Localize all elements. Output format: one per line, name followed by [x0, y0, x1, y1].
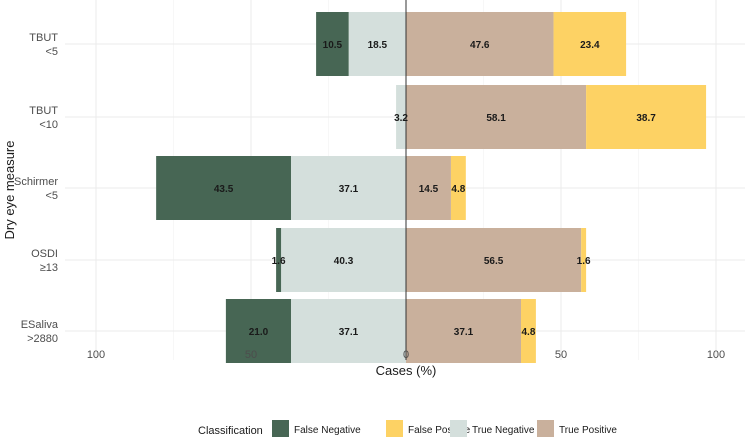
- x-tick-label: 100: [87, 349, 105, 361]
- bar-true-positive: [406, 12, 554, 76]
- y-tick-label: TBUT: [29, 32, 58, 44]
- bar-label: 4.8: [521, 327, 535, 338]
- x-axis-title: Cases (%): [376, 363, 437, 378]
- legend-swatch: [272, 420, 289, 437]
- bar-true-positive: [406, 85, 587, 149]
- bar-true-negative: [281, 228, 406, 292]
- x-axis: 100 50 0 50 100: [87, 349, 725, 361]
- bar-label: 21.0: [249, 327, 269, 338]
- y-tick-label: ≥13: [40, 262, 58, 274]
- bar-true-positive: [406, 156, 451, 220]
- y-tick-label: ESaliva: [21, 319, 59, 331]
- legend-swatch: [537, 420, 554, 437]
- bar-label: 58.1: [486, 113, 506, 124]
- bar-false-negative: [225, 299, 291, 363]
- legend-label: True Negative: [472, 425, 535, 436]
- bar-label: 37.1: [454, 327, 474, 338]
- legend: Classification False Negative False Posit…: [198, 420, 617, 437]
- bar-true-negative: [396, 85, 406, 149]
- legend-title: Classification: [198, 425, 263, 437]
- x-tick-label: 0: [403, 349, 409, 361]
- bar-false-negative: [316, 12, 349, 76]
- bar-false-positive: [586, 85, 707, 149]
- bar-true-negative: [348, 12, 406, 76]
- bar-label: 1.6: [577, 256, 591, 267]
- y-axis-title: Dry eye measure: [2, 141, 17, 240]
- legend-swatch: [386, 420, 403, 437]
- y-tick-label: <5: [45, 46, 58, 58]
- bar-label: 47.6: [470, 40, 490, 51]
- bar-false-positive: [581, 228, 587, 292]
- bar-label: 56.5: [484, 256, 504, 267]
- x-tick-label: 100: [707, 349, 725, 361]
- y-tick-label: >2880: [27, 333, 58, 345]
- bar-label: 4.8: [451, 184, 465, 195]
- bar-false-negative: [156, 156, 291, 220]
- legend-label: False Positive: [408, 425, 471, 436]
- bars-layer: [156, 12, 707, 363]
- bar-false-positive: [521, 299, 536, 363]
- bar-false-negative: [276, 228, 282, 292]
- legend-label: True Positive: [559, 425, 617, 436]
- y-tick-label: TBUT: [29, 105, 58, 117]
- bar-true-positive: [406, 228, 582, 292]
- bar-true-negative: [290, 156, 406, 220]
- bar-label: 1.6: [272, 256, 286, 267]
- bar-label: 38.7: [636, 113, 656, 124]
- y-tick-label: Schirmer: [14, 176, 58, 188]
- bar-label: 37.1: [339, 327, 359, 338]
- legend-label: False Negative: [294, 425, 361, 436]
- y-axis: TBUT <5 TBUT <10 Schirmer <5 OSDI ≥13 ESaliva >28…: [14, 32, 59, 345]
- x-tick-label: 50: [245, 349, 257, 361]
- bar-false-positive: [553, 12, 627, 76]
- bar-label: 23.4: [580, 40, 600, 51]
- y-tick-label: <10: [39, 119, 58, 131]
- legend-swatch: [450, 420, 467, 437]
- bar-label: 10.5: [323, 40, 343, 51]
- y-tick-label: OSDI: [31, 248, 58, 260]
- bar-label: 3.2: [394, 113, 408, 124]
- bar-label: 43.5: [214, 184, 234, 195]
- bar-label: 40.3: [334, 256, 354, 267]
- y-tick-label: <5: [45, 190, 58, 202]
- bar-true-negative: [290, 299, 406, 363]
- bar-labels-layer: 18.5 10.5 47.6 23.4 3.2 58.1 38.7 37.1 43.5 14.5 4…: [214, 40, 656, 338]
- bar-label: 18.5: [368, 40, 388, 51]
- bar-true-positive: [406, 299, 522, 363]
- bar-false-positive: [450, 156, 466, 220]
- bar-label: 14.5: [419, 184, 439, 195]
- x-tick-label: 50: [555, 349, 567, 361]
- bar-label: 37.1: [339, 184, 359, 195]
